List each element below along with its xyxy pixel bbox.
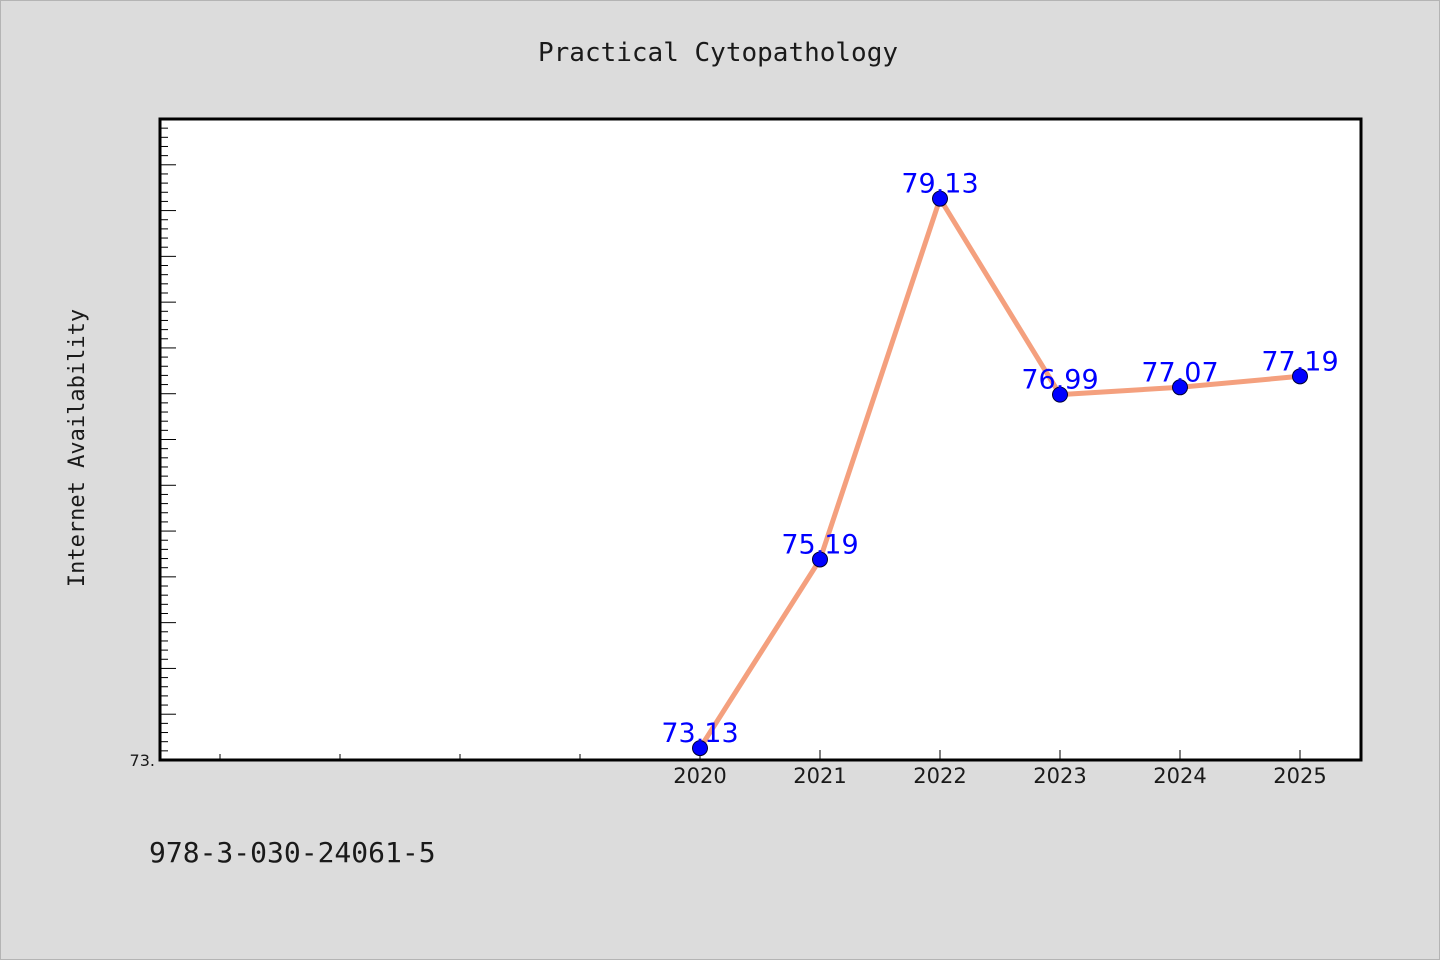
footer-isbn: 978-3-030-24061-5 [149, 836, 436, 869]
chart-title: Practical Cytopathology [538, 38, 898, 68]
data-label: 77.19 [1261, 346, 1338, 377]
x-tick-label: 2022 [913, 764, 966, 788]
data-point-marker [692, 740, 708, 757]
y-axis-label: Internet Availability [65, 309, 90, 587]
series-group [697, 196, 1303, 751]
x-tick-label: 2025 [1273, 764, 1326, 788]
series-line [697, 196, 1303, 751]
x-tick-label: 2023 [1033, 764, 1086, 788]
x-axis-tick-labels: 2020 2021 2022 2023 2024 2025 [673, 764, 1326, 788]
data-label: 75.19 [781, 529, 858, 560]
data-label: 77.07 [1141, 357, 1218, 388]
data-point-marker [1172, 379, 1188, 396]
x-tick-label: 2024 [1153, 764, 1206, 788]
markers-group [692, 190, 1308, 757]
y-axis-tick-labels: 73. [130, 751, 155, 770]
y-tick-label: 73. [130, 751, 155, 770]
plot-area [158, 117, 1363, 762]
data-label: 76.99 [1021, 365, 1098, 396]
data-label: 73.13 [661, 718, 738, 749]
x-tick-label: 2021 [793, 764, 846, 788]
data-point-marker [812, 551, 828, 568]
data-label: 79.13 [901, 169, 978, 200]
data-point-marker [1292, 368, 1308, 385]
data-point-marker [932, 190, 948, 207]
y-axis-ticks [160, 127, 176, 752]
x-tick-label: 2020 [673, 764, 726, 788]
data-point-marker [1052, 386, 1068, 403]
data-labels-group: 73.13 75.19 79.13 76.99 77.07 77.19 [661, 169, 1338, 749]
